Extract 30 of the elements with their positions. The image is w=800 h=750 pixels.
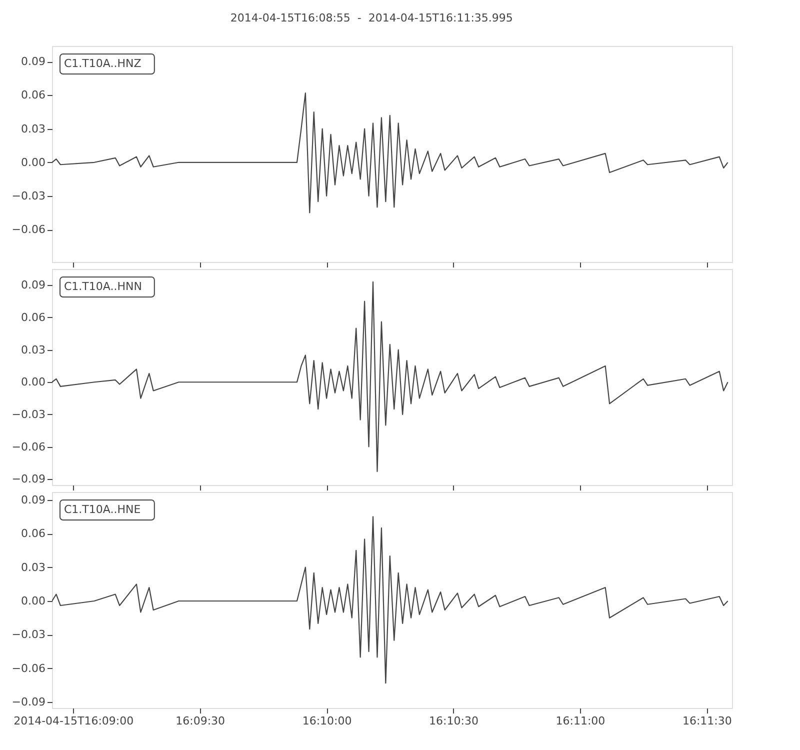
y-tick-label: 0.06 bbox=[21, 310, 46, 324]
text: C1.T10A..HNZ bbox=[64, 57, 142, 70]
x-tick-label: 16:09:30 bbox=[176, 714, 226, 728]
y-tick-label: −0.06 bbox=[12, 223, 46, 236]
y-tick-label: 0.09 bbox=[21, 55, 46, 68]
chart-title: 2014-04-15T16:08:55 - 2014-04-15T16:11:35.995 bbox=[230, 12, 513, 24]
y-tick-label: 0.00 bbox=[21, 376, 46, 389]
text: C1.T10A..HNN bbox=[64, 280, 142, 293]
y-tick-label: −0.06 bbox=[12, 662, 46, 675]
y-tick-label: 0.03 bbox=[21, 560, 46, 574]
text: C1.T10A..HNE bbox=[64, 503, 141, 516]
y-tick-label: 0.03 bbox=[21, 122, 46, 136]
x-tick-label: 2014-04-15T16:09:00 bbox=[14, 714, 134, 728]
x-tick-label: 16:10:00 bbox=[302, 714, 352, 728]
y-tick-label: 0.03 bbox=[21, 343, 46, 356]
y-tick-label: 0.00 bbox=[21, 156, 46, 169]
y-tick-label: 0.09 bbox=[21, 278, 46, 292]
y-tick-label: −0.03 bbox=[12, 189, 46, 202]
y-tick-label: −0.09 bbox=[12, 696, 46, 709]
x-tick-label: 16:11:30 bbox=[682, 714, 732, 728]
y-tick-label: −0.06 bbox=[12, 440, 46, 454]
y-tick-label: 0.09 bbox=[21, 493, 46, 506]
y-tick-label: −0.09 bbox=[12, 472, 46, 486]
y-tick-label: −0.03 bbox=[12, 408, 46, 421]
y-tick-label: −0.03 bbox=[12, 628, 46, 642]
y-tick-label: 0.06 bbox=[21, 527, 46, 540]
x-tick-label: 16:10:30 bbox=[429, 714, 478, 728]
x-tick-label: 16:11:00 bbox=[556, 714, 606, 728]
y-tick-label: 0.06 bbox=[21, 88, 46, 102]
y-tick-label: 0.00 bbox=[21, 594, 46, 608]
